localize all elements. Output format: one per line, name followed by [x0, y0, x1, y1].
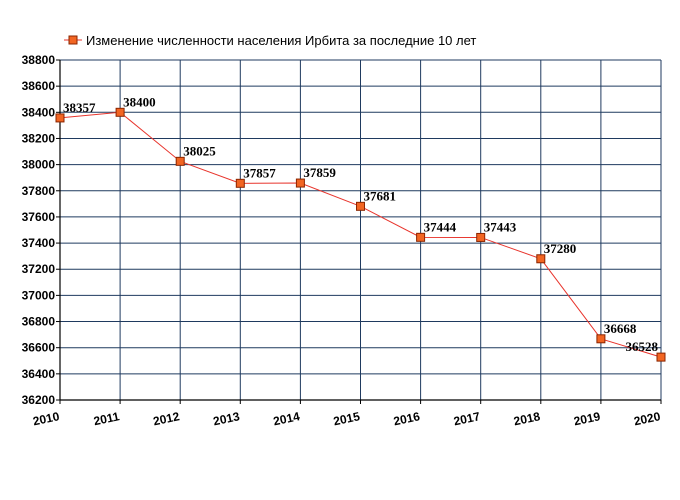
y-tick-label: 37000: [22, 288, 56, 302]
data-label: 37444: [424, 219, 457, 234]
legend: Изменение численности населения Ирбита з…: [64, 33, 476, 48]
x-tick-label: 2017: [452, 409, 481, 428]
y-tick-label: 38000: [22, 158, 56, 172]
data-point-marker: [356, 201, 365, 211]
data-point-marker: [55, 113, 65, 123]
y-tick-label: 38200: [22, 131, 56, 145]
data-label: 37681: [364, 188, 397, 203]
data-label: 36668: [604, 321, 637, 336]
y-tick-label: 38800: [22, 53, 56, 67]
x-tick-label: 2014: [272, 409, 301, 428]
data-label: 37280: [544, 241, 577, 256]
y-tick-label: 38600: [22, 79, 56, 93]
y-tick-labels: 36200 36400 36600 36800 37000 37200 37400 37600…: [22, 53, 56, 407]
x-tick-label: 2015: [332, 409, 361, 428]
legend-marker-swatch: [68, 35, 78, 45]
data-labels: 38357 38400 38025 37857 37859 37681 37444 37443…: [63, 94, 659, 354]
grid: [59, 59, 662, 401]
x-tick-label: 2011: [92, 409, 121, 428]
y-tick-label: 37800: [22, 184, 56, 198]
data-label: 37443: [484, 219, 517, 234]
data-point-marker: [235, 178, 245, 188]
x-tick-label: 2010: [32, 409, 61, 428]
y-tick-label: 36400: [22, 367, 56, 381]
data-point-marker: [596, 334, 606, 344]
axes: [56, 59, 662, 404]
y-tick-label: 37600: [22, 210, 56, 224]
data-point-marker: [656, 352, 666, 362]
data-point-marker: [416, 232, 426, 242]
data-point-marker: [536, 254, 546, 264]
data-label: 37859: [303, 165, 336, 180]
y-tick-label: 36800: [22, 315, 56, 329]
y-tick-label: 37200: [22, 262, 56, 276]
y-tick-label: 38400: [22, 105, 56, 119]
data-label: 38357: [63, 100, 96, 115]
x-tick-label: 2012: [152, 409, 181, 428]
data-label: 38400: [123, 94, 156, 109]
legend-label: Изменение численности населения Ирбита з…: [86, 33, 476, 48]
y-tick-label: 37400: [22, 236, 56, 250]
data-point-marker: [295, 178, 305, 188]
y-tick-label: 36200: [22, 393, 56, 407]
x-tick-label: 2013: [212, 409, 241, 428]
data-point-marker: [476, 232, 486, 242]
series: [55, 107, 666, 362]
x-tick-label: 2018: [512, 409, 541, 428]
x-tick-label: 2020: [633, 409, 662, 428]
x-tick-label: 2016: [392, 409, 421, 428]
x-tick-label: 2019: [572, 409, 601, 428]
data-label: 37857: [243, 165, 276, 180]
data-point-marker: [175, 156, 185, 166]
x-tick-labels: 2010 2011 2012 2013 2014 2015 2016 2017 2018 2019…: [32, 409, 662, 428]
data-point-marker: [115, 107, 125, 117]
y-tick-label: 36600: [22, 341, 56, 355]
data-label: 36528: [626, 339, 659, 354]
data-label: 38025: [183, 143, 216, 158]
